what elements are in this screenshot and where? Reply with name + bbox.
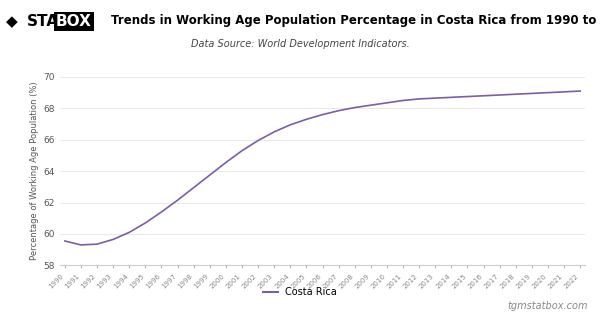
Text: STAT: STAT (27, 14, 68, 29)
Text: Trends in Working Age Population Percentage in Costa Rica from 1990 to 2022: Trends in Working Age Population Percent… (111, 14, 600, 27)
Y-axis label: Percentage of Working Age Population (%): Percentage of Working Age Population (%) (31, 82, 40, 260)
Text: tgmstatbox.com: tgmstatbox.com (508, 301, 588, 311)
Text: ◆: ◆ (6, 14, 18, 29)
Legend: Costa Rica: Costa Rica (259, 284, 341, 301)
Text: BOX: BOX (56, 14, 92, 29)
Text: Data Source: World Development Indicators.: Data Source: World Development Indicator… (191, 39, 409, 49)
